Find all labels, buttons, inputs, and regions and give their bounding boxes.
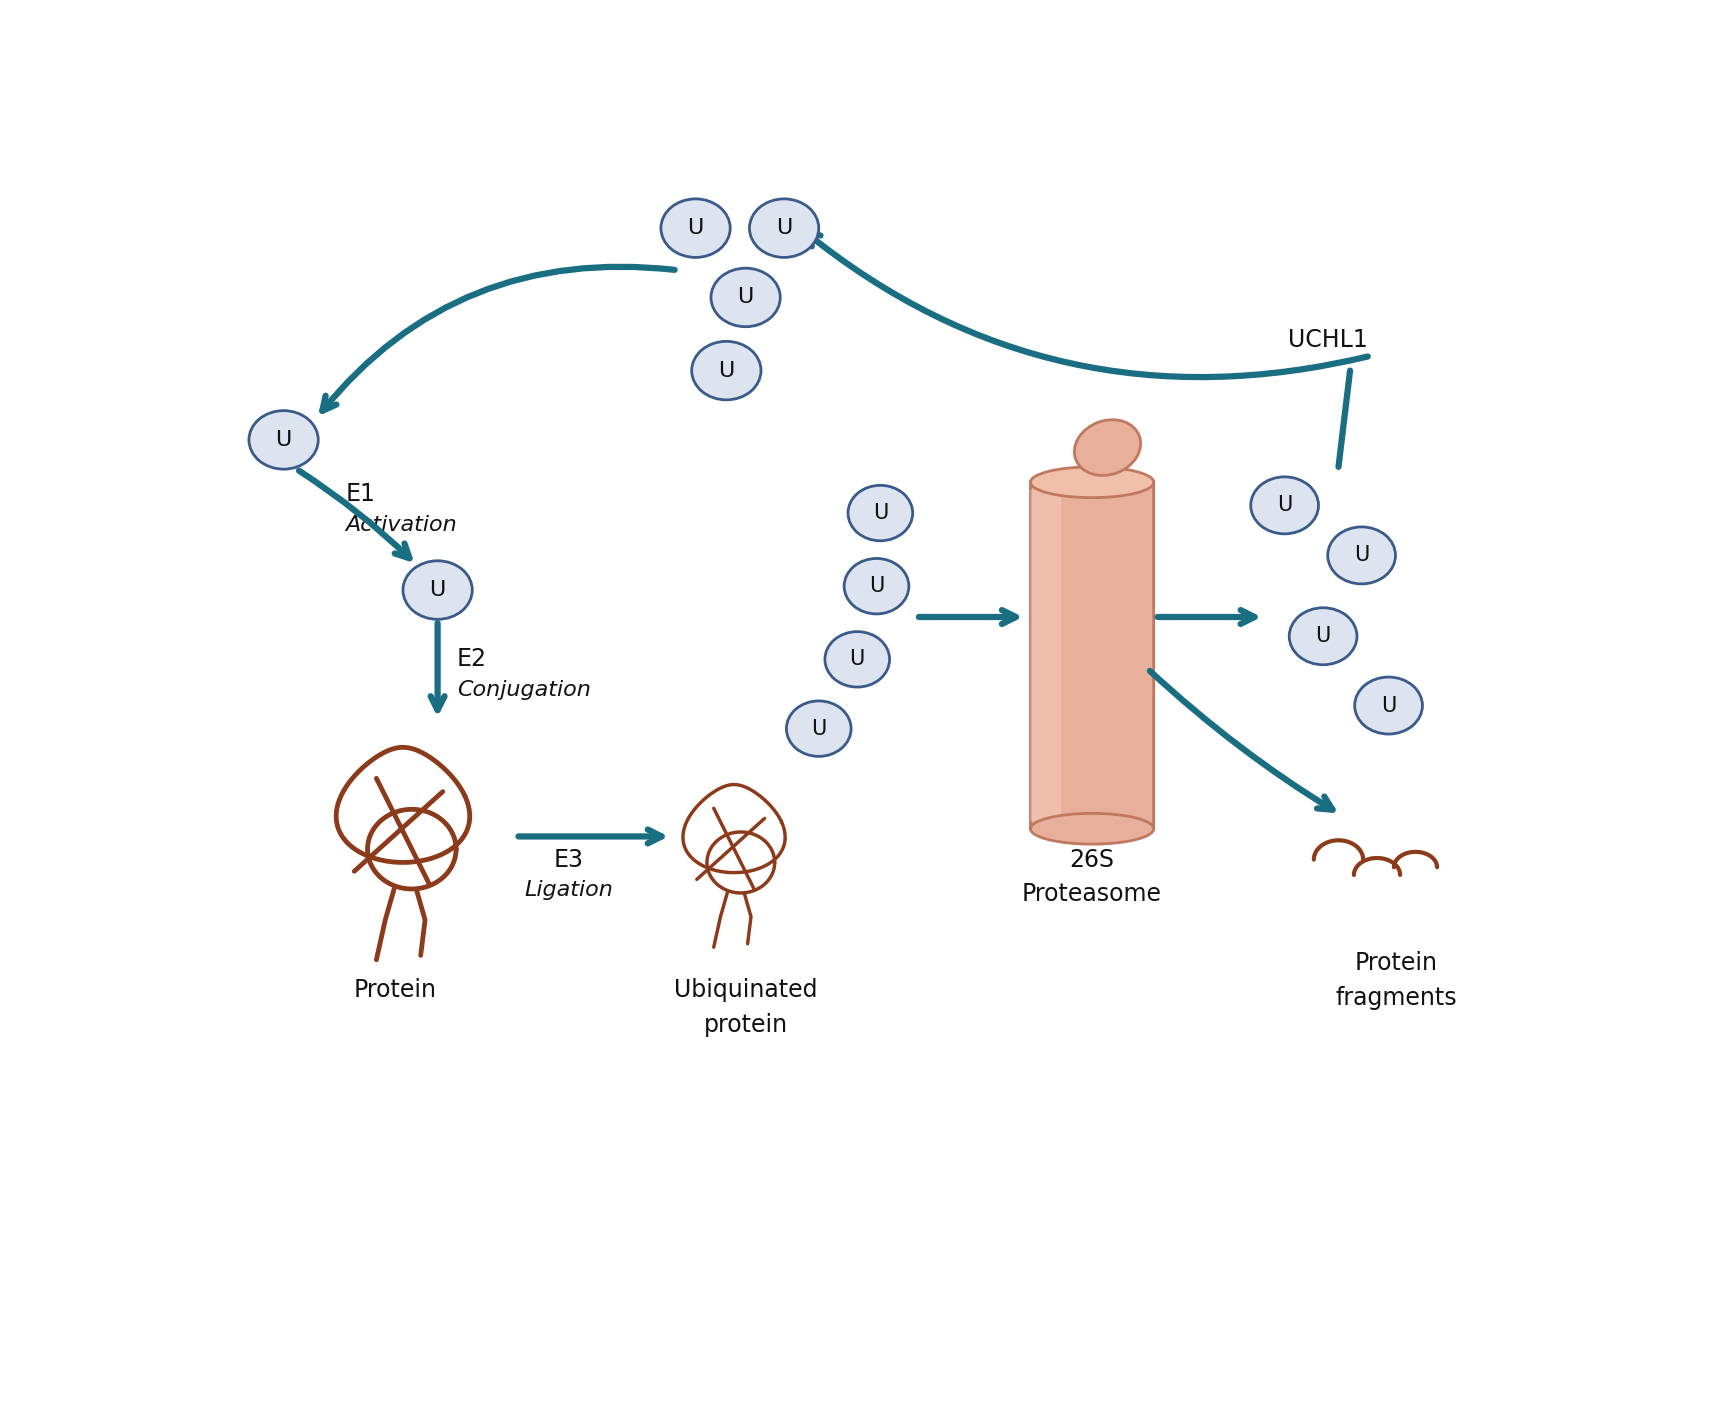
- Ellipse shape: [849, 486, 912, 541]
- Text: U: U: [737, 287, 755, 308]
- Ellipse shape: [1251, 477, 1319, 534]
- Text: U: U: [719, 361, 734, 381]
- Text: Ubiquinated: Ubiquinated: [674, 978, 818, 1003]
- Ellipse shape: [1075, 420, 1141, 476]
- Text: Proteasome: Proteasome: [1021, 882, 1162, 906]
- Text: U: U: [688, 219, 703, 239]
- Text: U: U: [429, 579, 447, 601]
- Text: E1: E1: [346, 481, 375, 506]
- Text: U: U: [811, 719, 826, 738]
- Ellipse shape: [844, 558, 909, 613]
- Text: U: U: [869, 577, 885, 596]
- Ellipse shape: [1355, 677, 1422, 734]
- Ellipse shape: [825, 632, 890, 687]
- FancyArrowPatch shape: [299, 470, 409, 558]
- Text: U: U: [850, 649, 866, 669]
- FancyArrowPatch shape: [1158, 611, 1254, 623]
- Ellipse shape: [404, 561, 472, 619]
- Text: U: U: [873, 503, 888, 523]
- Text: Ligation: Ligation: [524, 880, 613, 900]
- Text: U: U: [777, 219, 792, 239]
- FancyArrowPatch shape: [919, 611, 1016, 623]
- FancyArrowPatch shape: [518, 829, 662, 843]
- Text: 26S: 26S: [1069, 848, 1114, 872]
- FancyBboxPatch shape: [1030, 490, 1061, 821]
- Ellipse shape: [250, 410, 318, 469]
- Text: U: U: [1353, 545, 1369, 565]
- Ellipse shape: [1030, 467, 1153, 497]
- Text: U: U: [1316, 626, 1331, 646]
- FancyBboxPatch shape: [1030, 483, 1153, 829]
- Text: Protein: Protein: [354, 978, 436, 1003]
- Text: fragments: fragments: [1336, 985, 1458, 1010]
- Text: U: U: [275, 430, 293, 450]
- Ellipse shape: [1030, 814, 1153, 843]
- Ellipse shape: [749, 199, 820, 257]
- FancyArrowPatch shape: [1150, 670, 1333, 809]
- Text: Conjugation: Conjugation: [457, 680, 590, 700]
- Text: U: U: [1276, 496, 1292, 515]
- Ellipse shape: [1288, 608, 1357, 665]
- Ellipse shape: [787, 701, 850, 757]
- FancyArrowPatch shape: [1338, 371, 1350, 467]
- FancyArrowPatch shape: [431, 623, 445, 710]
- Text: protein: protein: [703, 1012, 787, 1037]
- Text: U: U: [1381, 696, 1396, 716]
- Text: Activation: Activation: [346, 514, 457, 534]
- Ellipse shape: [1328, 527, 1396, 584]
- FancyArrowPatch shape: [806, 233, 1367, 378]
- Text: UCHL1: UCHL1: [1288, 328, 1369, 352]
- Text: Protein: Protein: [1355, 951, 1437, 976]
- FancyArrowPatch shape: [322, 267, 674, 410]
- Text: E3: E3: [553, 848, 583, 872]
- Ellipse shape: [660, 199, 731, 257]
- Ellipse shape: [691, 341, 761, 400]
- Text: E2: E2: [457, 648, 488, 672]
- Ellipse shape: [712, 268, 780, 327]
